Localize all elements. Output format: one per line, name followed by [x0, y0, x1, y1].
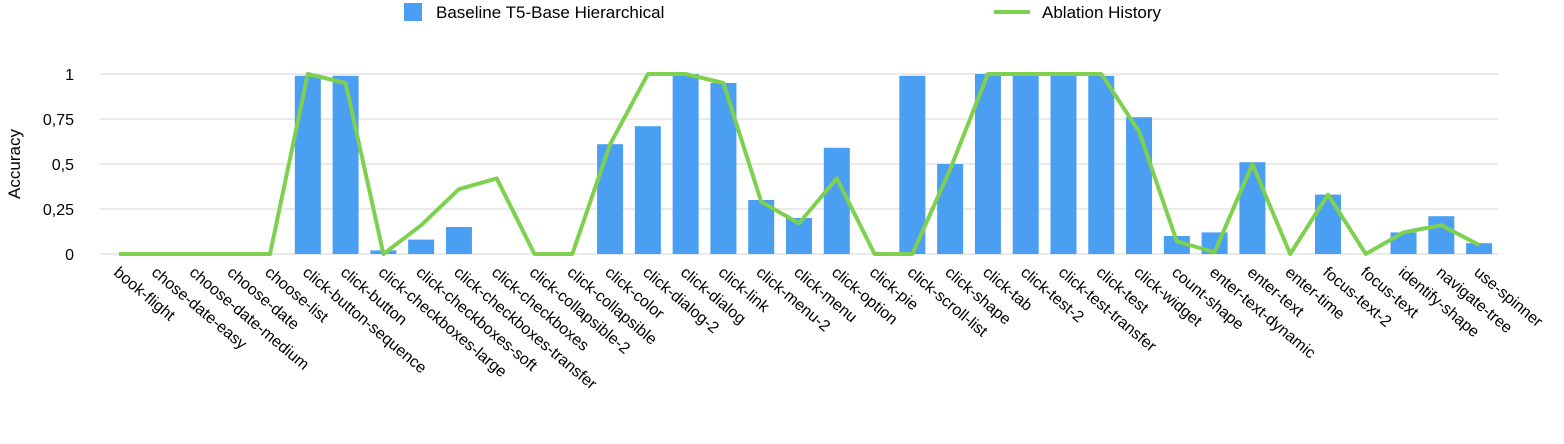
y-tick-label: 0,25 [43, 202, 74, 219]
legend-label-line: Ablation History [1042, 3, 1162, 22]
legend-label-bar: Baseline T5-Base Hierarchical [436, 3, 664, 22]
legend-swatch-bar [404, 3, 422, 21]
bar [1428, 216, 1455, 254]
y-tick-label: 0,5 [52, 157, 74, 174]
legend-item-bar[interactable]: Baseline T5-Base Hierarchical [404, 3, 664, 22]
bar [1050, 74, 1077, 254]
legend-item-line[interactable]: Ablation History [994, 3, 1162, 22]
bar [408, 239, 435, 254]
bar [899, 75, 926, 254]
bar [634, 126, 661, 254]
bar [672, 74, 699, 254]
line-series [118, 72, 1481, 256]
series-line [118, 72, 1481, 256]
bar [1012, 74, 1039, 254]
bar [1088, 75, 1115, 254]
y-tick-label: 0 [65, 247, 74, 264]
bar [1466, 243, 1493, 254]
bar [294, 75, 321, 254]
bar [1314, 194, 1341, 254]
y-tick-label: 1 [65, 67, 74, 84]
bar [974, 74, 1001, 254]
y-axis-title: Accuracy [5, 129, 24, 199]
y-axis-ticks: 0 0,25 0,5 0,75 1 [43, 67, 74, 264]
bar [1163, 236, 1190, 254]
bar [332, 75, 359, 254]
x-axis-ticks: book-flightchose-date-easychoose-date-me… [110, 264, 1546, 393]
bar [1126, 117, 1153, 254]
bar [445, 227, 472, 254]
y-tick-label: 0,75 [43, 112, 74, 129]
legend[interactable]: Baseline T5-Base Hierarchical Ablation H… [404, 3, 1162, 22]
bar [1239, 162, 1266, 254]
bar [823, 147, 850, 254]
bar [937, 164, 964, 254]
bar [597, 144, 624, 254]
